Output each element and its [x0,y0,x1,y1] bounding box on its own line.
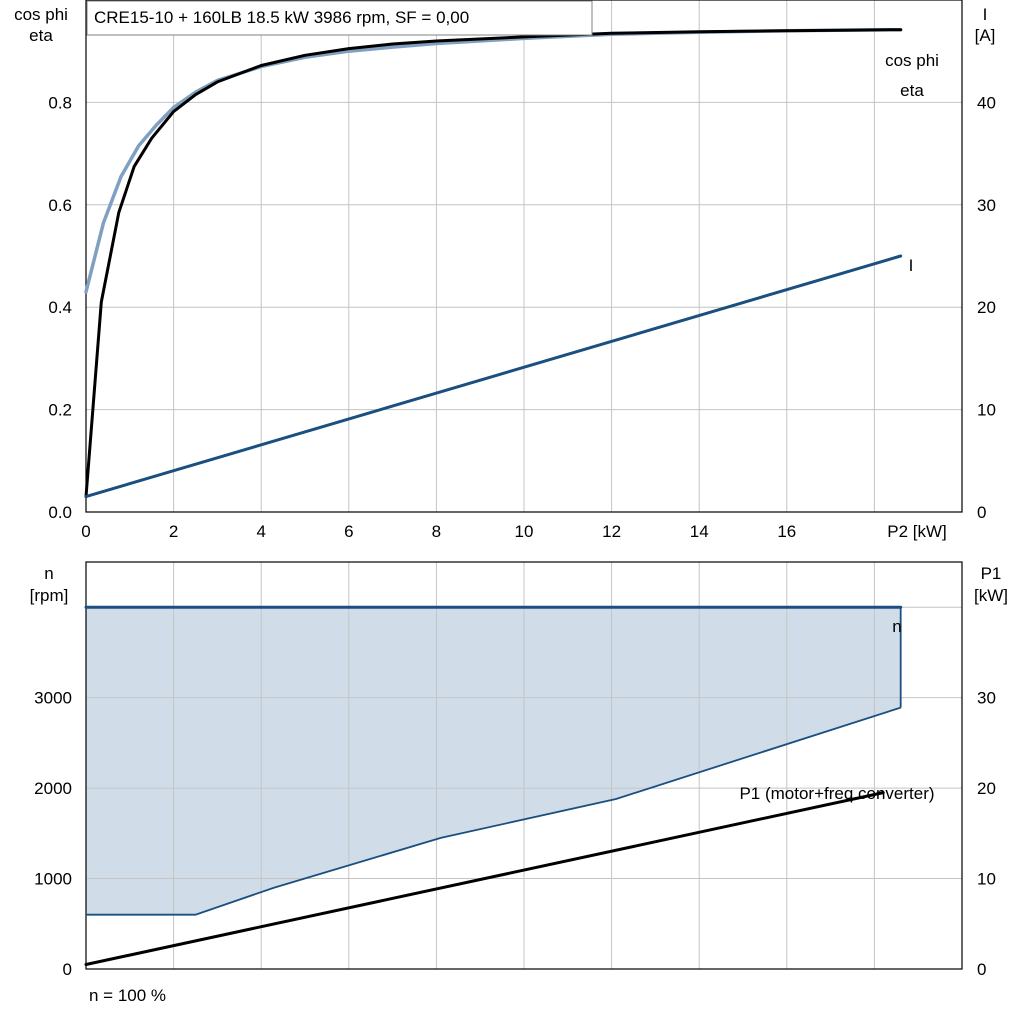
y-left-label-eta: eta [29,26,53,45]
y-right-tick-label: 30 [977,196,996,215]
series-label-p1: P1 (motor+freq.converter) [739,784,934,803]
speed-range-area [86,607,901,915]
top-tick-labels: 0 2 4 6 8 10 12 14 16 0.0 0.2 0.4 0.6 0.8 0 10 20 30 40 [48,93,996,541]
speed-min-boundary [86,706,901,916]
n-tick-label: 0 [63,960,72,979]
bottom-tick-labels: 0 1000 2000 3000 0 10 20 30 [34,689,996,979]
n-tick-label: 1000 [34,870,72,889]
x-tick-label: 12 [602,522,621,541]
top-series-layer [84,27,903,499]
top-grid [86,0,962,512]
y-left-tick-label: 0.2 [48,401,72,420]
x-tick-label: 0 [81,522,90,541]
p1-tick-label: 10 [977,870,996,889]
series-label-n: n [892,617,901,636]
n-tick-label: 2000 [34,779,72,798]
y-right-label-p1-unit: [kW] [974,586,1008,605]
y-right-label-current: I [983,5,988,24]
y-right-tick-label: 0 [977,503,986,522]
series-label-eta: eta [900,81,924,100]
y-right-tick-label: 10 [977,401,996,420]
y-right-tick-label: 40 [977,93,996,112]
bottom-plot-frame [85,561,963,970]
p1-tick-label: 20 [977,779,996,798]
n-tick-label: 3000 [34,689,72,708]
y-left-tick-label: 0.4 [48,298,72,317]
x-tick-label: 10 [515,522,534,541]
y-right-label-current-unit: [A] [975,26,996,45]
series-label-current: I [909,256,914,275]
y-right-tick-label: 20 [977,298,996,317]
y-left-tick-label: 0.0 [48,503,72,522]
x-tick-label: 4 [256,522,265,541]
p1-tick-label: 0 [977,960,986,979]
series-label-cosphi: cos phi [885,51,939,70]
bottom-series-layer [84,605,903,966]
x-tick-label: 16 [777,522,796,541]
y-right-label-p1: P1 [981,564,1002,583]
bottom-area-layer [86,607,901,915]
x-tick-label: 8 [432,522,441,541]
series-line-cos-phi [84,27,903,294]
top-plot-frame [85,0,963,513]
y-left-label-n-unit: [rpm] [30,586,69,605]
footnote-speed: n = 100 % [89,986,166,1005]
x-axis-label: P2 [kW] [887,522,947,541]
chart-title: CRE15-10 + 160LB 18.5 kW 3986 rpm, SF = … [94,8,469,27]
series-line-p1 [84,791,885,966]
y-left-tick-label: 0.6 [48,196,72,215]
x-tick-label: 2 [169,522,178,541]
y-left-label-cosphi: cos phi [14,5,68,24]
series-line-eta [84,28,903,499]
p1-tick-label: 30 [977,689,996,708]
x-tick-label: 6 [344,522,353,541]
x-tick-label: 14 [690,522,709,541]
y-left-label-n: n [44,564,53,583]
title-box [86,0,593,36]
y-left-tick-label: 0.8 [48,93,72,112]
series-line-i [84,254,903,499]
